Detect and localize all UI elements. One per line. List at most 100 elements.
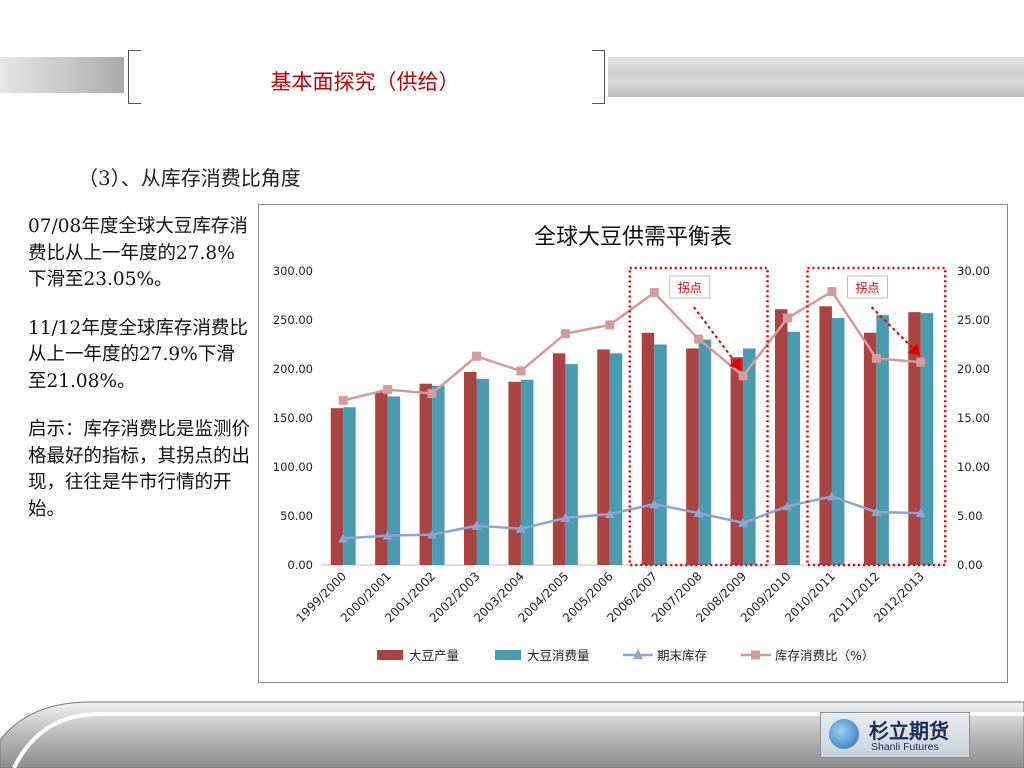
line-point bbox=[738, 371, 748, 381]
supply-demand-chart: 全球大豆供需平衡表 0.00 50.00 100.00 150.00 200.00 250… bbox=[273, 225, 990, 663]
annotation-label: 拐点 bbox=[855, 280, 879, 295]
sidebar-paragraph: 07/08年度全球大豆库存消费比从上一年度的27.8%下滑至23.05%。 bbox=[28, 216, 248, 290]
line-point bbox=[605, 320, 615, 330]
legend-label: 大豆产量 bbox=[409, 648, 459, 663]
line-point bbox=[827, 287, 837, 297]
bar bbox=[609, 353, 623, 565]
line-point bbox=[427, 389, 437, 398]
company-logo: 杉立期货 Shanli Futures bbox=[820, 712, 970, 758]
y-tick-label: 150.00 bbox=[273, 411, 313, 425]
bar bbox=[787, 331, 800, 565]
bar bbox=[654, 344, 667, 565]
annotation-label-box bbox=[846, 275, 888, 299]
y-tick-label: 300.00 bbox=[273, 264, 313, 278]
series-line bbox=[342, 289, 921, 402]
sidebar-paragraph: 11/12年度全球库存消费比从上一年度的27.9%下滑至21.08%。 bbox=[28, 317, 248, 392]
title-bracket-left bbox=[128, 50, 141, 104]
bar bbox=[565, 364, 578, 565]
line-point bbox=[604, 509, 615, 519]
line-point bbox=[916, 357, 926, 367]
line-point bbox=[515, 523, 526, 533]
line-point bbox=[471, 520, 482, 530]
title-bracket-right bbox=[592, 50, 605, 104]
bar bbox=[819, 306, 832, 565]
line-point bbox=[782, 501, 793, 511]
line-point bbox=[338, 533, 349, 543]
sidebar-text: 07/08年度全球大豆库存消费比从上一年度的27.8%下滑至23.05%。 11… bbox=[28, 214, 250, 545]
logo-text-cn: 杉立期货 bbox=[869, 719, 949, 743]
bar bbox=[520, 379, 534, 565]
line-point bbox=[516, 366, 526, 376]
line-point bbox=[382, 530, 393, 540]
footer-decor bbox=[0, 701, 1024, 768]
line-point bbox=[649, 288, 659, 298]
bar bbox=[375, 392, 388, 565]
annotation-arrow-head bbox=[729, 357, 742, 370]
series-line bbox=[343, 495, 921, 540]
line-point bbox=[871, 507, 882, 517]
y2-tick-label: 10.00 bbox=[957, 460, 990, 474]
bar bbox=[552, 353, 566, 565]
bar bbox=[508, 381, 521, 565]
y2-tick-label: 5.00 bbox=[957, 509, 983, 523]
line-point bbox=[427, 529, 438, 539]
annotation-label-box bbox=[669, 275, 711, 299]
y2-tick-label: 15.00 bbox=[957, 411, 990, 425]
line-point bbox=[694, 334, 704, 344]
bar bbox=[597, 349, 610, 565]
legend-label: 大豆消费量 bbox=[527, 648, 590, 663]
header-decor-bar-right bbox=[608, 57, 1024, 97]
legend-swatch bbox=[377, 650, 403, 660]
bar bbox=[876, 315, 889, 565]
line-point bbox=[649, 499, 660, 509]
bar bbox=[343, 407, 356, 565]
bar bbox=[686, 348, 699, 565]
logo-mark-icon bbox=[829, 719, 859, 749]
line-point bbox=[783, 313, 792, 323]
y-tick-label: 50.00 bbox=[280, 509, 313, 523]
bar bbox=[743, 348, 756, 565]
line-point bbox=[826, 491, 837, 501]
bar bbox=[698, 339, 712, 565]
line-point bbox=[560, 512, 571, 522]
y-tick-label: 100.00 bbox=[273, 460, 313, 474]
y2-tick-label: 20.00 bbox=[957, 362, 990, 376]
bar bbox=[908, 312, 921, 565]
bar bbox=[863, 332, 877, 565]
chart-container: 全球大豆供需平衡表 0.00 50.00 100.00 150.00 200.00 250… bbox=[258, 204, 1008, 683]
annotation-box bbox=[628, 266, 769, 567]
annotation-label: 拐点 bbox=[678, 280, 702, 295]
page-title: 基本面探究（供给） bbox=[270, 70, 460, 94]
legend-label: 库存消费比（%） bbox=[775, 648, 874, 663]
chart-title: 全球大豆供需平衡表 bbox=[534, 225, 732, 250]
line-point bbox=[738, 517, 749, 527]
section-subtitle: （3）、从库存消费比角度 bbox=[78, 166, 301, 190]
bar bbox=[432, 385, 445, 565]
legend-marker bbox=[751, 650, 760, 660]
line-point bbox=[338, 395, 348, 405]
bar bbox=[641, 332, 655, 565]
line-point bbox=[383, 385, 393, 395]
logo-text-en: Shanli Futures bbox=[871, 741, 939, 753]
legend-swatch bbox=[495, 650, 521, 660]
bar bbox=[476, 378, 489, 565]
line-point bbox=[472, 351, 481, 361]
annotation-box bbox=[806, 266, 947, 567]
bar bbox=[464, 371, 477, 565]
bar bbox=[775, 309, 788, 565]
header-decor-bar-left bbox=[0, 57, 124, 93]
bar bbox=[831, 318, 845, 565]
bar bbox=[920, 313, 934, 565]
bar bbox=[419, 383, 433, 565]
bar bbox=[730, 357, 744, 565]
line-point bbox=[693, 508, 704, 518]
sidebar-paragraph: 启示：库存消费比是监测价格最好的指标，其拐点的出现，往往是牛市行情的开始。 bbox=[28, 419, 251, 520]
bar bbox=[387, 396, 401, 565]
line-point bbox=[871, 353, 881, 363]
line-point bbox=[560, 329, 570, 339]
y2-tick-label: 25.00 bbox=[957, 313, 990, 327]
line-point bbox=[915, 508, 926, 518]
annotation-arrow-head bbox=[907, 343, 920, 356]
y-tick-label: 250.00 bbox=[273, 313, 313, 327]
y2-tick-label: 0.00 bbox=[957, 558, 983, 572]
